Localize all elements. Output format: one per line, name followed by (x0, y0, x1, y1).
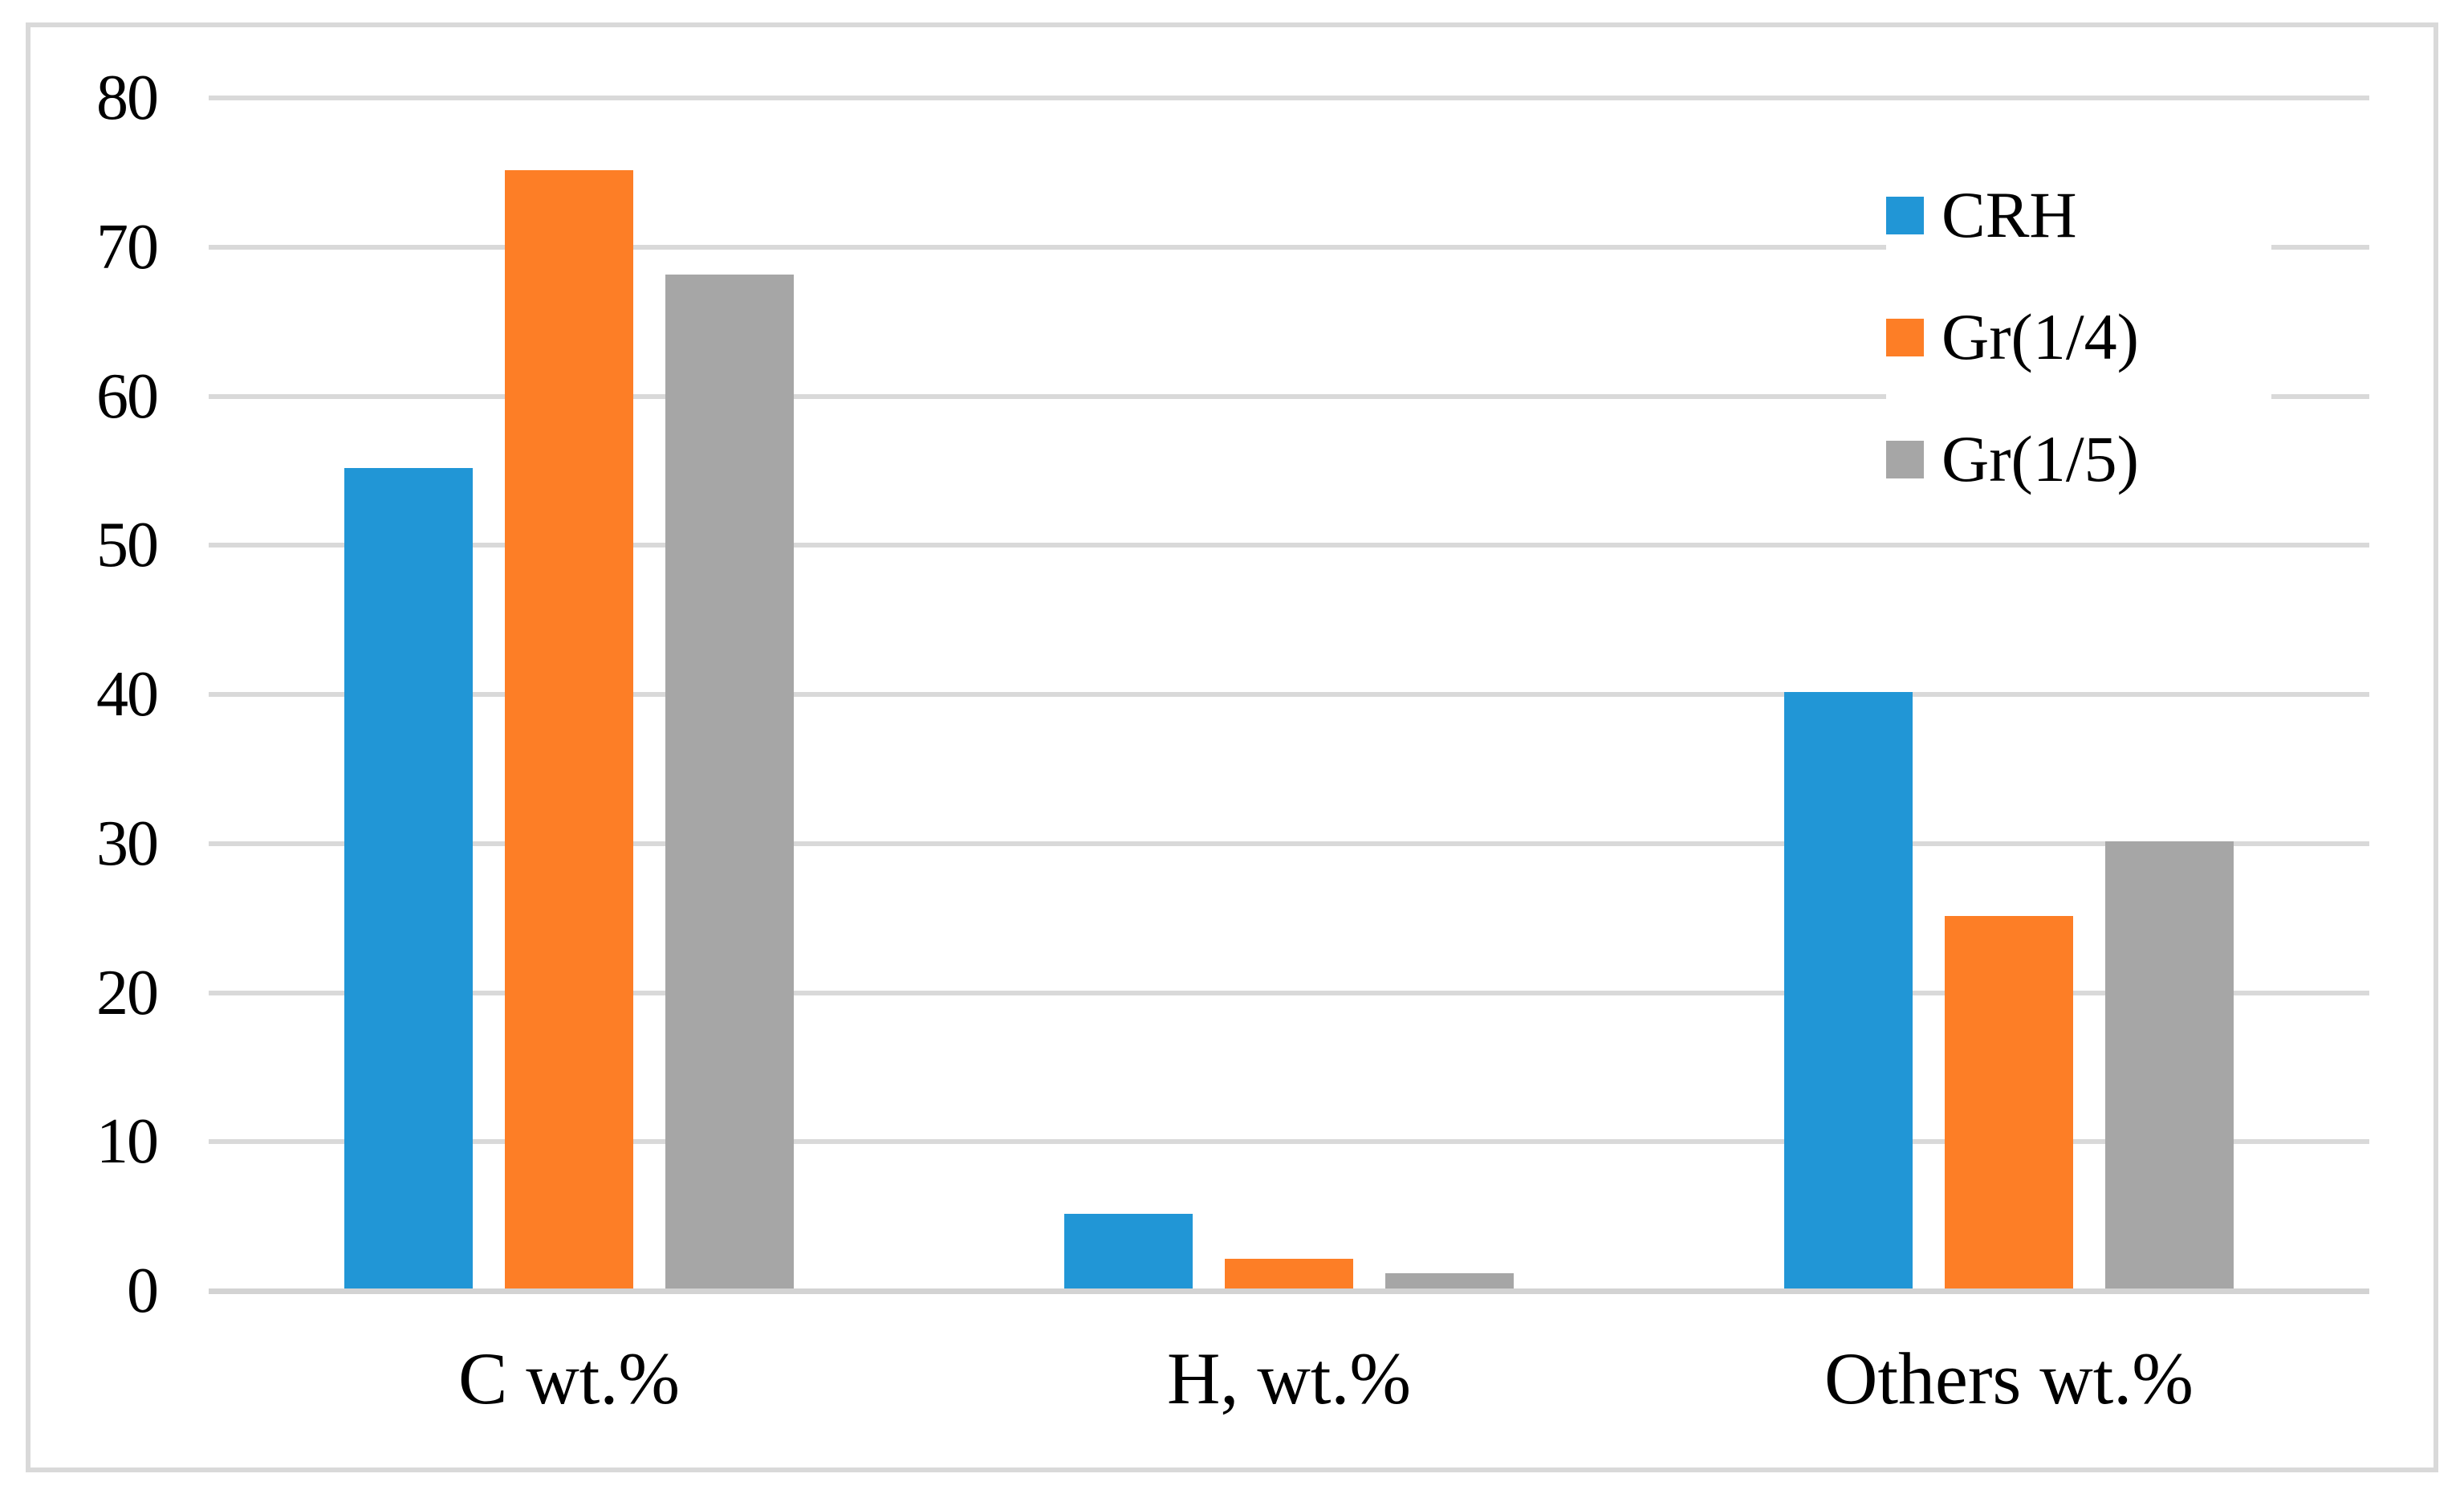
bar-crh-cat1 (1064, 1214, 1193, 1288)
legend-swatch-icon-crh (1886, 196, 1924, 234)
gridline-y-70 (209, 244, 2369, 250)
category-label-0: C wt.% (458, 1337, 680, 1419)
gridline-y-30 (209, 841, 2369, 846)
legend-item-gr-1-4: Gr(1/4) (1886, 276, 2271, 398)
bar-gr-1-5--cat0 (665, 275, 794, 1288)
y-tick-label-60: 60 (96, 360, 159, 432)
bar-gr-1-5--cat2 (2105, 841, 2234, 1288)
bar-gr-1-4--cat1 (1225, 1259, 1353, 1288)
legend-label-gr-1-5: Gr(1/5) (1942, 422, 2139, 495)
bar-gr-1-5--cat1 (1385, 1273, 1514, 1288)
legend-label-crh: CRH (1942, 178, 2077, 251)
bar-crh-cat0 (344, 468, 473, 1288)
y-tick-label-0: 0 (127, 1256, 159, 1326)
bar-crh-cat2 (1784, 692, 1913, 1288)
gridline-y-10 (209, 1139, 2369, 1145)
legend: CRH Gr(1/4) Gr(1/5) (1886, 154, 2271, 520)
bar-gr-1-4--cat2 (1945, 916, 2073, 1288)
gridline-y-50 (209, 543, 2369, 548)
gridline-y-40 (209, 692, 2369, 697)
legend-label-gr-1-4: Gr(1/4) (1942, 300, 2139, 373)
y-tick-label-80: 80 (96, 63, 159, 133)
legend-item-crh: CRH (1886, 154, 2271, 276)
y-tick-label-10: 10 (96, 1106, 159, 1178)
bar-gr-1-4--cat0 (505, 170, 633, 1288)
y-tick-label-70: 70 (96, 211, 159, 283)
y-tick-label-20: 20 (96, 957, 159, 1028)
legend-item-gr-1-5: Gr(1/5) (1886, 398, 2271, 520)
x-axis-line (209, 1288, 2369, 1294)
category-label-2: Others wt.% (1824, 1337, 2194, 1419)
legend-swatch-icon-gr-1-4 (1886, 318, 1924, 356)
legend-swatch-icon-gr-1-5 (1886, 440, 1924, 478)
category-label-1: H, wt.% (1166, 1337, 1412, 1419)
gridline-y-20 (209, 990, 2369, 995)
y-tick-label-40: 40 (96, 659, 159, 730)
gridline-y-80 (209, 96, 2369, 100)
gridline-y-60 (209, 393, 2369, 399)
y-tick-label-50: 50 (96, 510, 159, 581)
y-tick-label-30: 30 (96, 808, 159, 879)
